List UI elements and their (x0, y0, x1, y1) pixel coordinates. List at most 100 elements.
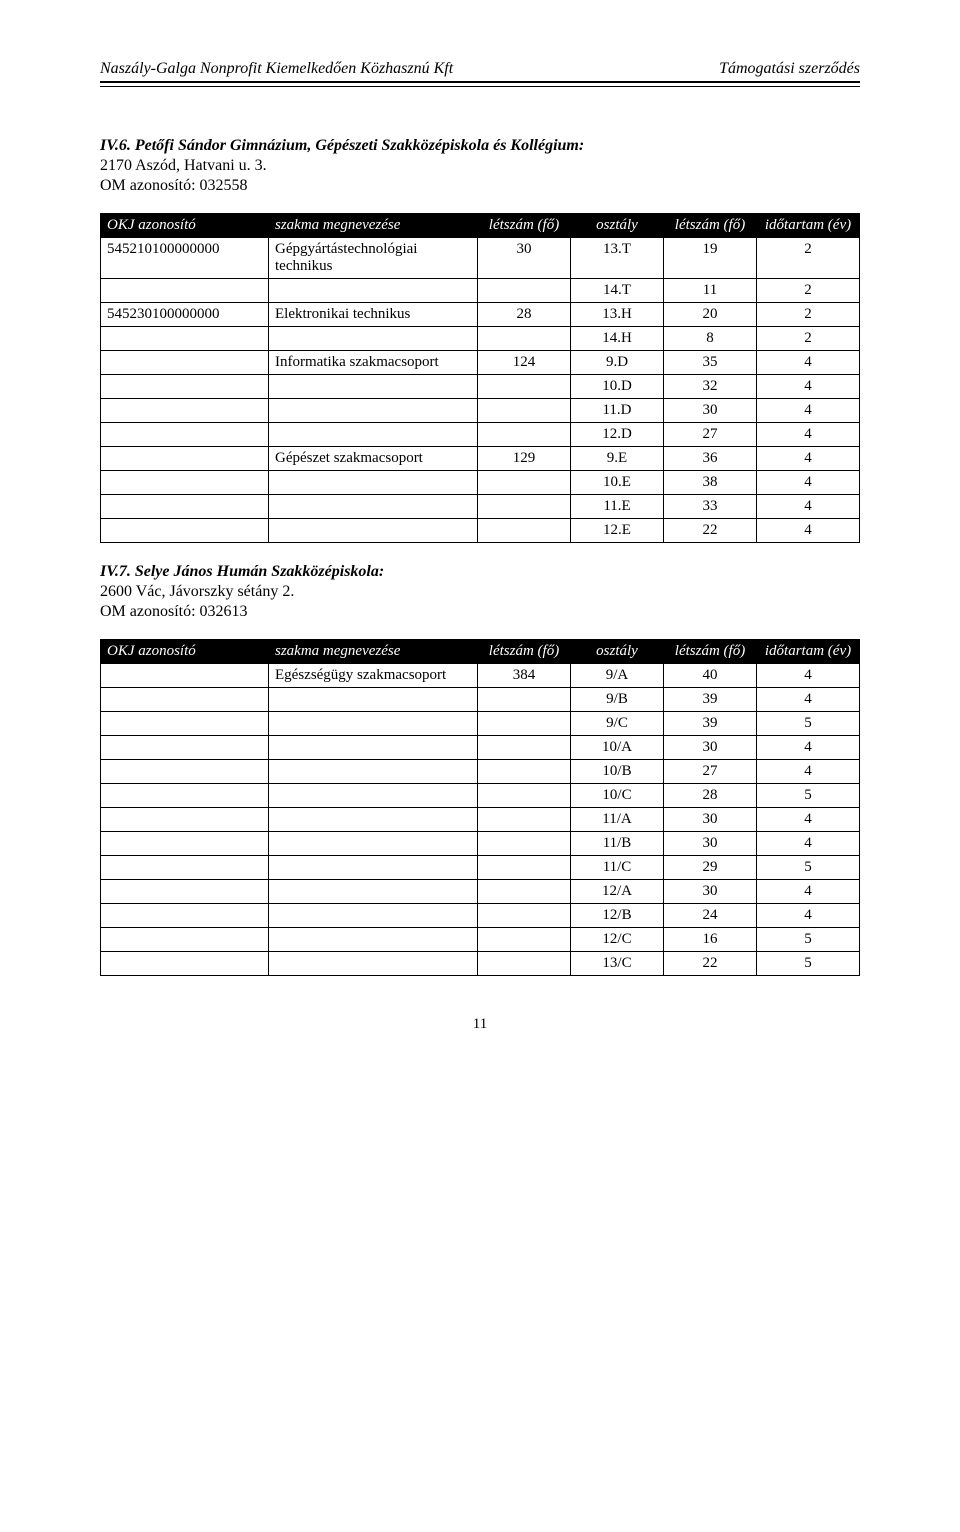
cell-fo2: 39 (664, 712, 757, 736)
cell-fo2: 11 (664, 279, 757, 303)
cell-okj (101, 399, 269, 423)
cell-okj (101, 423, 269, 447)
table-row: 10.E384 (101, 471, 860, 495)
table-2-header-row: OKJ azonosító szakma megnevezése létszám… (101, 640, 860, 664)
cell-okj (101, 928, 269, 952)
section-1-title: IV.6. Petőfi Sándor Gimnázium, Gépészeti… (100, 137, 860, 155)
cell-okj (101, 519, 269, 543)
cell-ev: 4 (757, 688, 860, 712)
table-row: 11.E334 (101, 495, 860, 519)
cell-ev: 4 (757, 519, 860, 543)
cell-fo1: 28 (478, 303, 571, 327)
cell-fo1: 30 (478, 238, 571, 279)
cell-name (269, 495, 478, 519)
section-1-name: Petőfi Sándor Gimnázium, Gépészeti Szakk… (135, 137, 584, 154)
cell-osz: 11.D (571, 399, 664, 423)
cell-osz: 13.H (571, 303, 664, 327)
cell-ev: 2 (757, 327, 860, 351)
cell-name (269, 327, 478, 351)
cell-ev: 5 (757, 928, 860, 952)
section-2-omid: OM azonosító: 032613 (100, 603, 860, 621)
table-row: 545210100000000Gépgyártástechnológiai te… (101, 238, 860, 279)
section-2-number: IV.7. (100, 563, 131, 580)
table-row: 12/B244 (101, 904, 860, 928)
cell-name (269, 880, 478, 904)
cell-name (269, 760, 478, 784)
cell-fo1 (478, 952, 571, 976)
cell-fo1 (478, 736, 571, 760)
cell-fo2: 33 (664, 495, 757, 519)
section-1-omid: OM azonosító: 032558 (100, 177, 860, 195)
table-row: 545230100000000Elektronikai technikus281… (101, 303, 860, 327)
cell-okj (101, 279, 269, 303)
cell-osz: 12/C (571, 928, 664, 952)
cell-fo2: 30 (664, 832, 757, 856)
cell-ev: 5 (757, 856, 860, 880)
cell-name (269, 856, 478, 880)
cell-fo1: 384 (478, 664, 571, 688)
cell-name (269, 423, 478, 447)
cell-osz: 13.T (571, 238, 664, 279)
cell-osz: 12.D (571, 423, 664, 447)
cell-fo2: 36 (664, 447, 757, 471)
page-number: 11 (100, 1016, 860, 1033)
table-row: 12/C165 (101, 928, 860, 952)
table-row: 12.D274 (101, 423, 860, 447)
cell-name (269, 712, 478, 736)
section-1-address: 2170 Aszód, Hatvani u. 3. (100, 157, 860, 175)
cell-name (269, 928, 478, 952)
th-ev: időtartam (év) (757, 214, 860, 238)
cell-ev: 5 (757, 784, 860, 808)
cell-name (269, 952, 478, 976)
cell-okj: 545230100000000 (101, 303, 269, 327)
cell-osz: 14.H (571, 327, 664, 351)
table-row: 14.T112 (101, 279, 860, 303)
cell-name (269, 375, 478, 399)
cell-fo2: 40 (664, 664, 757, 688)
cell-okj (101, 736, 269, 760)
cell-fo2: 16 (664, 928, 757, 952)
cell-okj (101, 880, 269, 904)
cell-ev: 4 (757, 736, 860, 760)
cell-okj (101, 784, 269, 808)
cell-fo1 (478, 688, 571, 712)
cell-okj (101, 832, 269, 856)
cell-fo2: 30 (664, 399, 757, 423)
th-fo1: létszám (fő) (478, 214, 571, 238)
cell-fo1 (478, 327, 571, 351)
table-row: 12/A304 (101, 880, 860, 904)
table-row: 10.D324 (101, 375, 860, 399)
cell-ev: 4 (757, 664, 860, 688)
table-row: 11.D304 (101, 399, 860, 423)
cell-osz: 12/A (571, 880, 664, 904)
table-row: 11/A304 (101, 808, 860, 832)
cell-okj (101, 904, 269, 928)
cell-name (269, 519, 478, 543)
cell-name: Gépgyártástechnológiai technikus (269, 238, 478, 279)
header-rule-thin (100, 86, 860, 87)
cell-okj (101, 712, 269, 736)
cell-osz: 9/B (571, 688, 664, 712)
cell-ev: 4 (757, 471, 860, 495)
cell-okj (101, 351, 269, 375)
cell-ev: 4 (757, 495, 860, 519)
cell-fo2: 39 (664, 688, 757, 712)
cell-fo1 (478, 712, 571, 736)
cell-fo2: 29 (664, 856, 757, 880)
cell-osz: 9.E (571, 447, 664, 471)
cell-ev: 2 (757, 279, 860, 303)
cell-fo1 (478, 519, 571, 543)
cell-fo1 (478, 423, 571, 447)
cell-name: Egészségügy szakmacsoport (269, 664, 478, 688)
cell-okj (101, 808, 269, 832)
th-osz: osztály (571, 640, 664, 664)
cell-osz: 10.E (571, 471, 664, 495)
cell-fo1 (478, 279, 571, 303)
table-row: 9/C395 (101, 712, 860, 736)
table-row: 11/C295 (101, 856, 860, 880)
page-header: Naszály-Galga Nonprofit Kiemelkedően Köz… (100, 60, 860, 78)
section-2-name: Selye János Humán Szakközépiskola: (135, 563, 384, 580)
cell-fo2: 19 (664, 238, 757, 279)
header-left: Naszály-Galga Nonprofit Kiemelkedően Köz… (100, 60, 453, 78)
table-row: 12.E224 (101, 519, 860, 543)
